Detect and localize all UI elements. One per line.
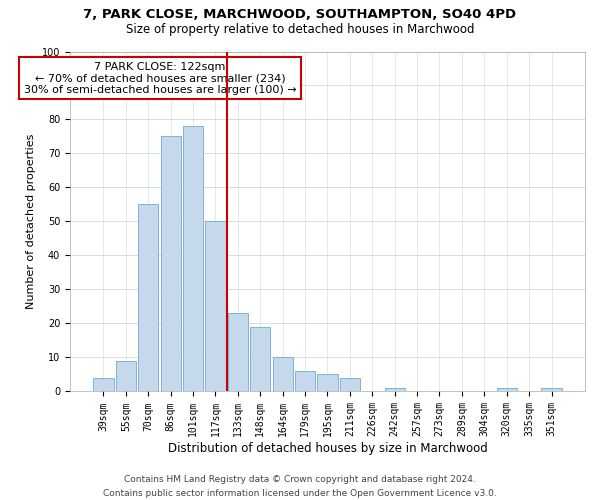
Bar [94,378,113,392]
Bar [116,361,136,392]
Bar [161,136,181,392]
Bar [317,374,338,392]
Bar [250,327,271,392]
Text: 7, PARK CLOSE, MARCHWOOD, SOUTHAMPTON, SO40 4PD: 7, PARK CLOSE, MARCHWOOD, SOUTHAMPTON, S… [83,8,517,20]
Bar [272,358,293,392]
Bar [138,204,158,392]
Bar [385,388,405,392]
Bar [228,314,248,392]
Bar [183,126,203,392]
Bar [497,388,517,392]
Text: Size of property relative to detached houses in Marchwood: Size of property relative to detached ho… [126,22,474,36]
Bar [340,378,360,392]
Bar [205,222,226,392]
Bar [541,388,562,392]
X-axis label: Distribution of detached houses by size in Marchwood: Distribution of detached houses by size … [167,442,487,455]
Text: Contains HM Land Registry data © Crown copyright and database right 2024.
Contai: Contains HM Land Registry data © Crown c… [103,476,497,498]
Y-axis label: Number of detached properties: Number of detached properties [26,134,36,309]
Text: 7 PARK CLOSE: 122sqm
← 70% of detached houses are smaller (234)
30% of semi-deta: 7 PARK CLOSE: 122sqm ← 70% of detached h… [24,62,296,95]
Bar [295,371,315,392]
